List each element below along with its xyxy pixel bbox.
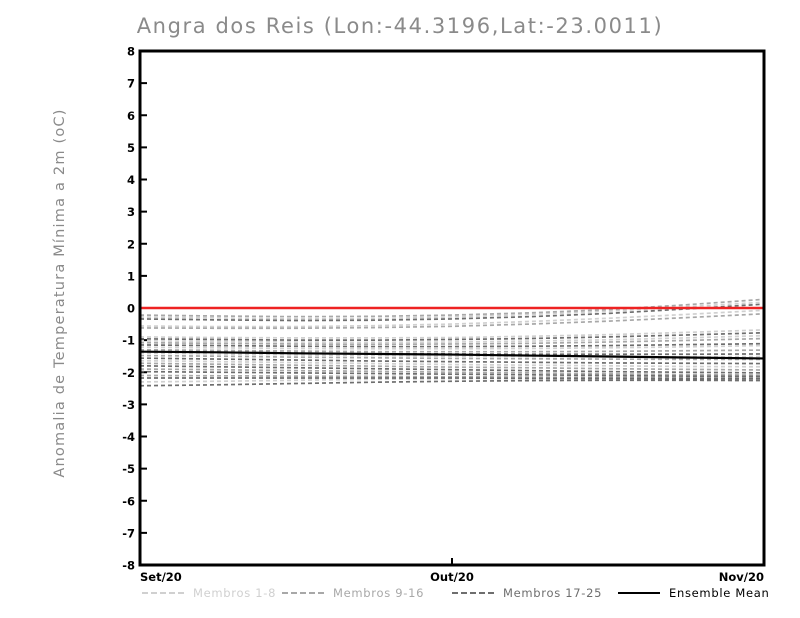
legend-swatch-1 [142,592,184,594]
legend-item[interactable]: Membros 17-25 [452,586,602,600]
y-axis-tick-label: 6 [127,109,135,123]
legend-label: Ensemble Mean [669,586,770,600]
y-axis-tick-label: -8 [122,559,135,573]
y-axis-tick-label: 1 [127,269,135,283]
ensemble-member-line [141,329,763,339]
ensemble-member-line [141,313,763,330]
ensemble-member-line [141,379,763,387]
y-axis-tick-label: 5 [127,141,135,155]
ensemble-member-line [141,348,763,353]
legend-item[interactable]: Membros 1-8 [142,586,276,600]
ensemble-member-line [141,359,763,368]
ensemble-member-line [141,344,763,350]
page-title: Angra dos Reis (Lon:-44.3196,Lat:-23.001… [136,14,664,38]
y-axis-tick-label: 0 [127,302,135,316]
legend-label: Membros 17-25 [503,586,603,600]
ensemble-member-line [141,331,763,341]
y-axis-tick-label: -4 [122,430,135,444]
ensemble-member-line [141,374,763,379]
ensemble-member-line [141,337,763,346]
ensemble-member-line [141,357,763,365]
legend-swatch-3 [452,592,494,594]
y-axis-tick-label: -6 [122,494,135,508]
x-axis-tick-label: Nov/20 [719,570,764,584]
y-axis-tick-label: 3 [127,205,135,219]
y-axis-tick-label: -5 [122,462,135,476]
legend-item[interactable]: Ensemble Mean [618,586,769,600]
y-axis-tick-label: -3 [122,398,135,412]
y-axis-tick-label: -7 [122,526,135,540]
y-axis-tick-label: -1 [122,334,135,348]
ensemble-member-line [141,377,763,380]
ensemble-member-line [141,342,763,348]
ensemble-member-line [141,350,763,356]
ensemble-member-line [141,362,763,371]
y-axis-tick-label: 4 [127,173,135,187]
ensemble-member-line [141,303,763,322]
legend-label: Membros 1-8 [193,586,277,600]
y-axis-tick-label: 8 [127,45,135,59]
ensemble-mean-line [141,350,763,360]
series-group [141,298,763,387]
ensemble-member-line [141,334,763,344]
legend-label: Membros 9-16 [333,586,425,600]
ensemble-member-line [141,368,763,376]
chart-legend: Membros 1-8 Membros 9-16 Membros 17-25 Ense… [0,586,800,606]
x-axis-tick-label: Out/20 [430,570,474,584]
ensemble-member-line [141,364,763,374]
y-axis-tick-label: 7 [127,77,135,91]
ensemble-member-line [141,298,763,318]
y-axis-tick-label: 2 [127,237,135,251]
x-axis-tick-label: Set/20 [140,570,182,584]
legend-item[interactable]: Membros 9-16 [282,586,424,600]
y-axis-tick-label: -2 [122,366,135,380]
legend-swatch-4 [618,592,660,594]
ensemble-member-line [141,370,763,378]
ensemble-member-line [141,354,763,361]
ensemble-member-line [141,377,763,383]
legend-swatch-2 [282,592,324,594]
ensemble-member-line [141,309,763,328]
